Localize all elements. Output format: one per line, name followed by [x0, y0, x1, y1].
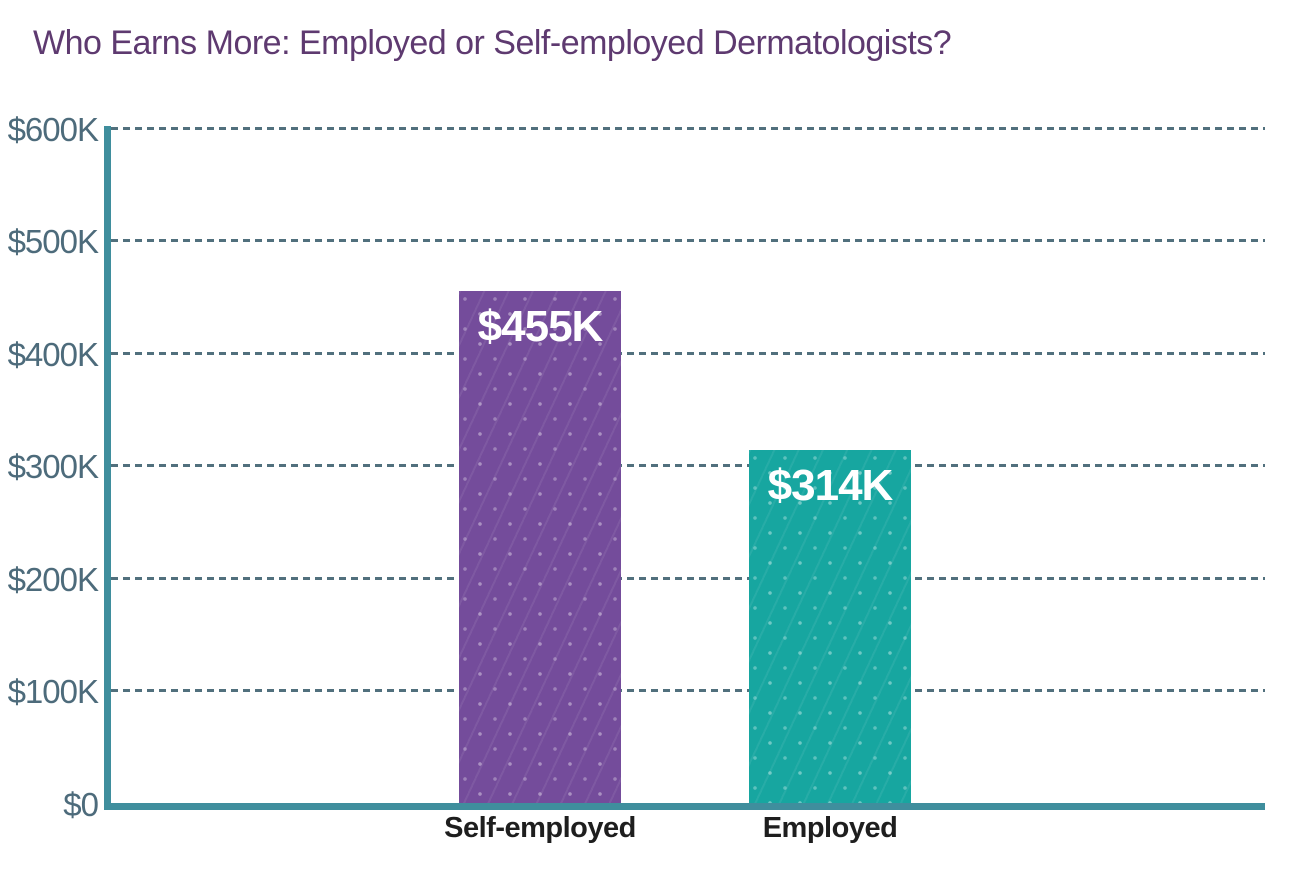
bar-employed: $314K [749, 449, 911, 803]
y-tick-label: $200K [7, 560, 99, 598]
gridline [111, 689, 1265, 692]
gridline [111, 351, 1265, 355]
chart-title: Who Earns More: Employed or Self-employe… [33, 24, 952, 62]
gridline [111, 576, 1265, 580]
x-category-label-self-employed: Self-employed [444, 812, 636, 844]
gridline [111, 239, 1265, 242]
gridline [111, 464, 1265, 467]
y-tick-label: $600K [7, 110, 99, 148]
y-axis-line [104, 126, 111, 810]
bar-value-label: $314K [767, 460, 894, 510]
y-tick-label: $500K [7, 223, 99, 260]
bar-self-employed: $455K [459, 291, 621, 803]
bar-value-label: $455K [477, 302, 604, 352]
y-tick-label: $100K [7, 673, 99, 710]
x-axis-line [104, 803, 1265, 810]
x-category-label-employed: Employed [762, 812, 898, 844]
y-tick-label: $300K [7, 448, 99, 485]
y-tick-label: $400K [7, 335, 99, 373]
y-tick-label: $0 [63, 785, 99, 823]
gridline [111, 126, 1265, 130]
